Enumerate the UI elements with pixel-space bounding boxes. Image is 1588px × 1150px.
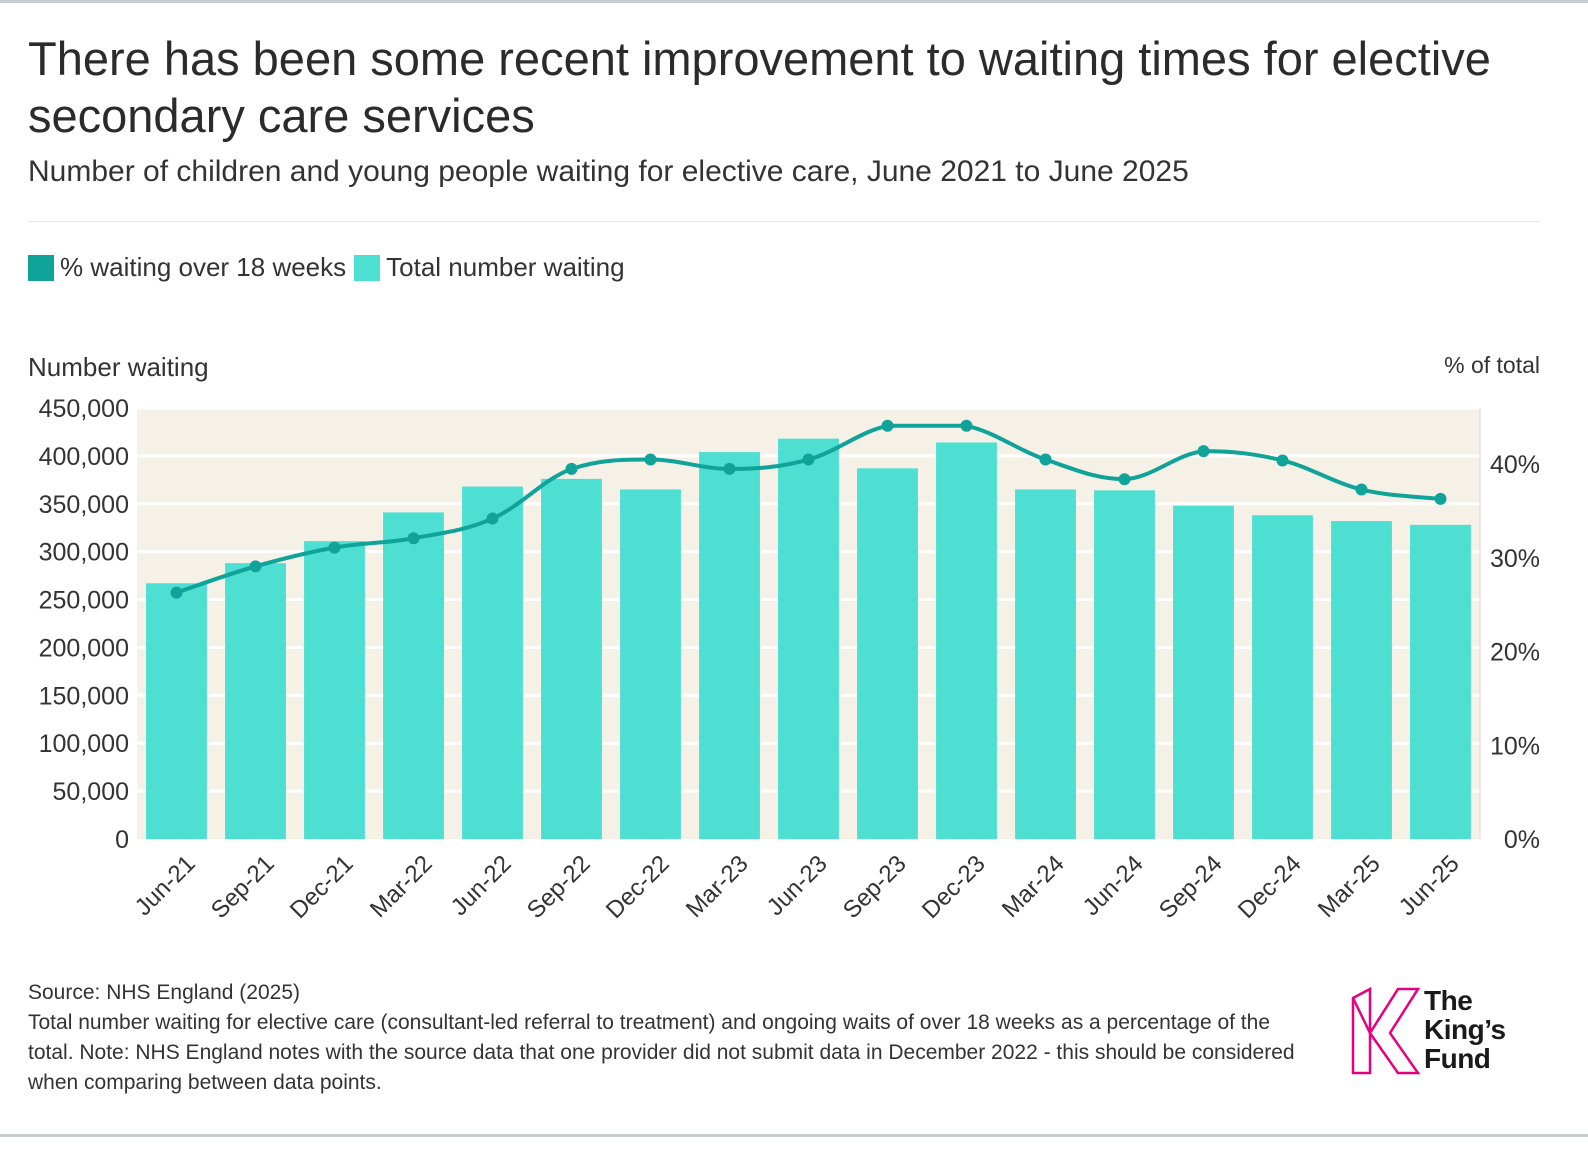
x-tick-label: Sep-21 xyxy=(206,850,280,924)
bar-Jun-23 xyxy=(778,438,839,839)
left-tick-label: 50,000 xyxy=(53,778,129,806)
kings-fund-logo-text: The King’s Fund xyxy=(1424,986,1506,1073)
logo-line-kings: King’s xyxy=(1424,1014,1506,1045)
kings-fund-logo-mark xyxy=(1351,986,1421,1075)
logo-line-fund: Fund xyxy=(1424,1043,1491,1074)
chart-subtitle: Number of children and young people wait… xyxy=(28,155,1189,188)
chart-title: There has been some recent improvement t… xyxy=(28,32,1491,142)
bar-Mar-23 xyxy=(699,452,760,839)
x-tick-label: Sep-23 xyxy=(838,850,912,924)
point-Jun-21 xyxy=(170,586,183,599)
point-Mar-22 xyxy=(407,532,420,545)
left-tick-label: 100,000 xyxy=(39,730,129,758)
legend-swatch-total xyxy=(354,254,381,281)
x-tick-label: Mar-22 xyxy=(365,850,438,923)
point-Jun-22 xyxy=(486,512,499,525)
top-border xyxy=(0,0,1588,3)
legend-swatch-percent xyxy=(28,254,54,281)
right-tick-label: 20% xyxy=(1490,639,1540,667)
x-tick-label: Jun-25 xyxy=(1394,850,1465,921)
left-tick-label: 400,000 xyxy=(39,443,129,471)
right-tick-label: 0% xyxy=(1504,826,1540,854)
bar-Dec-21 xyxy=(304,541,365,839)
x-tick-label: Mar-23 xyxy=(681,850,754,923)
left-axis-title: Number waiting xyxy=(28,352,209,382)
bar-Sep-24 xyxy=(1173,505,1234,839)
bar-Jun-22 xyxy=(462,486,523,839)
bar-Dec-24 xyxy=(1252,515,1313,839)
right-tick-label: 30% xyxy=(1490,545,1540,573)
bar-Sep-22 xyxy=(541,478,602,839)
bar-Dec-22 xyxy=(620,489,681,839)
left-tick-label: 150,000 xyxy=(39,682,129,710)
x-tick-label: Mar-25 xyxy=(1313,850,1386,923)
x-tick-label: Mar-24 xyxy=(997,850,1070,923)
x-tick-label: Jun-22 xyxy=(446,850,517,921)
point-Jun-24 xyxy=(1118,473,1131,486)
point-Mar-23 xyxy=(723,462,736,475)
x-tick-label: Jun-23 xyxy=(762,850,833,921)
point-Mar-25 xyxy=(1355,483,1368,496)
right-tick-label: 40% xyxy=(1490,451,1540,479)
point-Mar-24 xyxy=(1039,453,1052,466)
point-Jun-23 xyxy=(802,453,815,466)
point-Dec-22 xyxy=(644,453,657,466)
bar-Jun-24 xyxy=(1094,490,1155,839)
bottom-border xyxy=(0,1134,1588,1137)
x-tick-label: Sep-24 xyxy=(1154,850,1228,924)
bar-Sep-23 xyxy=(857,468,918,839)
point-Dec-21 xyxy=(328,541,341,554)
point-Jun-25 xyxy=(1434,492,1447,505)
x-tick-label: Jun-24 xyxy=(1078,850,1149,921)
point-Dec-23 xyxy=(960,419,973,432)
legend-label-percent: % waiting over 18 weeks xyxy=(60,252,347,282)
point-Dec-24 xyxy=(1276,454,1289,467)
x-tick-label: Dec-23 xyxy=(917,850,991,924)
x-tick-label: Dec-21 xyxy=(285,850,359,924)
x-tick-label: Jun-21 xyxy=(130,850,201,921)
bar-Jun-25 xyxy=(1410,524,1471,839)
legend-item-percent[interactable]: % waiting over 18 weeks xyxy=(28,252,346,283)
legend: % waiting over 18 weeks Total number wai… xyxy=(28,252,633,283)
header-divider xyxy=(28,221,1540,222)
bar-Mar-24 xyxy=(1015,489,1076,839)
right-axis-title: % of total xyxy=(1444,352,1540,378)
source-text: Source: NHS England (2025) xyxy=(28,981,300,1004)
bar-Dec-23 xyxy=(936,442,997,839)
left-tick-label: 350,000 xyxy=(39,491,129,519)
bar-Jun-21 xyxy=(146,583,207,839)
right-tick-label: 10% xyxy=(1490,732,1540,760)
point-Sep-24 xyxy=(1197,445,1210,458)
point-Sep-21 xyxy=(249,560,262,573)
point-Sep-22 xyxy=(565,462,578,475)
left-tick-label: 250,000 xyxy=(39,587,129,615)
legend-item-total[interactable]: Total number waiting xyxy=(354,252,625,283)
bar-Sep-21 xyxy=(225,563,286,839)
bar-Mar-22 xyxy=(383,512,444,839)
x-tick-label: Dec-22 xyxy=(601,850,675,924)
x-tick-label: Dec-24 xyxy=(1233,850,1307,924)
footnote-text: Total number waiting for elective care (… xyxy=(28,1011,1295,1094)
left-tick-label: 450,000 xyxy=(39,395,129,423)
left-tick-label: 200,000 xyxy=(39,634,129,662)
point-Sep-23 xyxy=(881,419,894,432)
left-tick-label: 300,000 xyxy=(39,539,129,567)
x-tick-label: Sep-22 xyxy=(522,850,596,924)
left-tick-label: 0 xyxy=(115,826,129,854)
legend-label-total: Total number waiting xyxy=(386,252,625,282)
logo-line-the: The xyxy=(1424,985,1473,1016)
bar-Mar-25 xyxy=(1331,521,1392,839)
